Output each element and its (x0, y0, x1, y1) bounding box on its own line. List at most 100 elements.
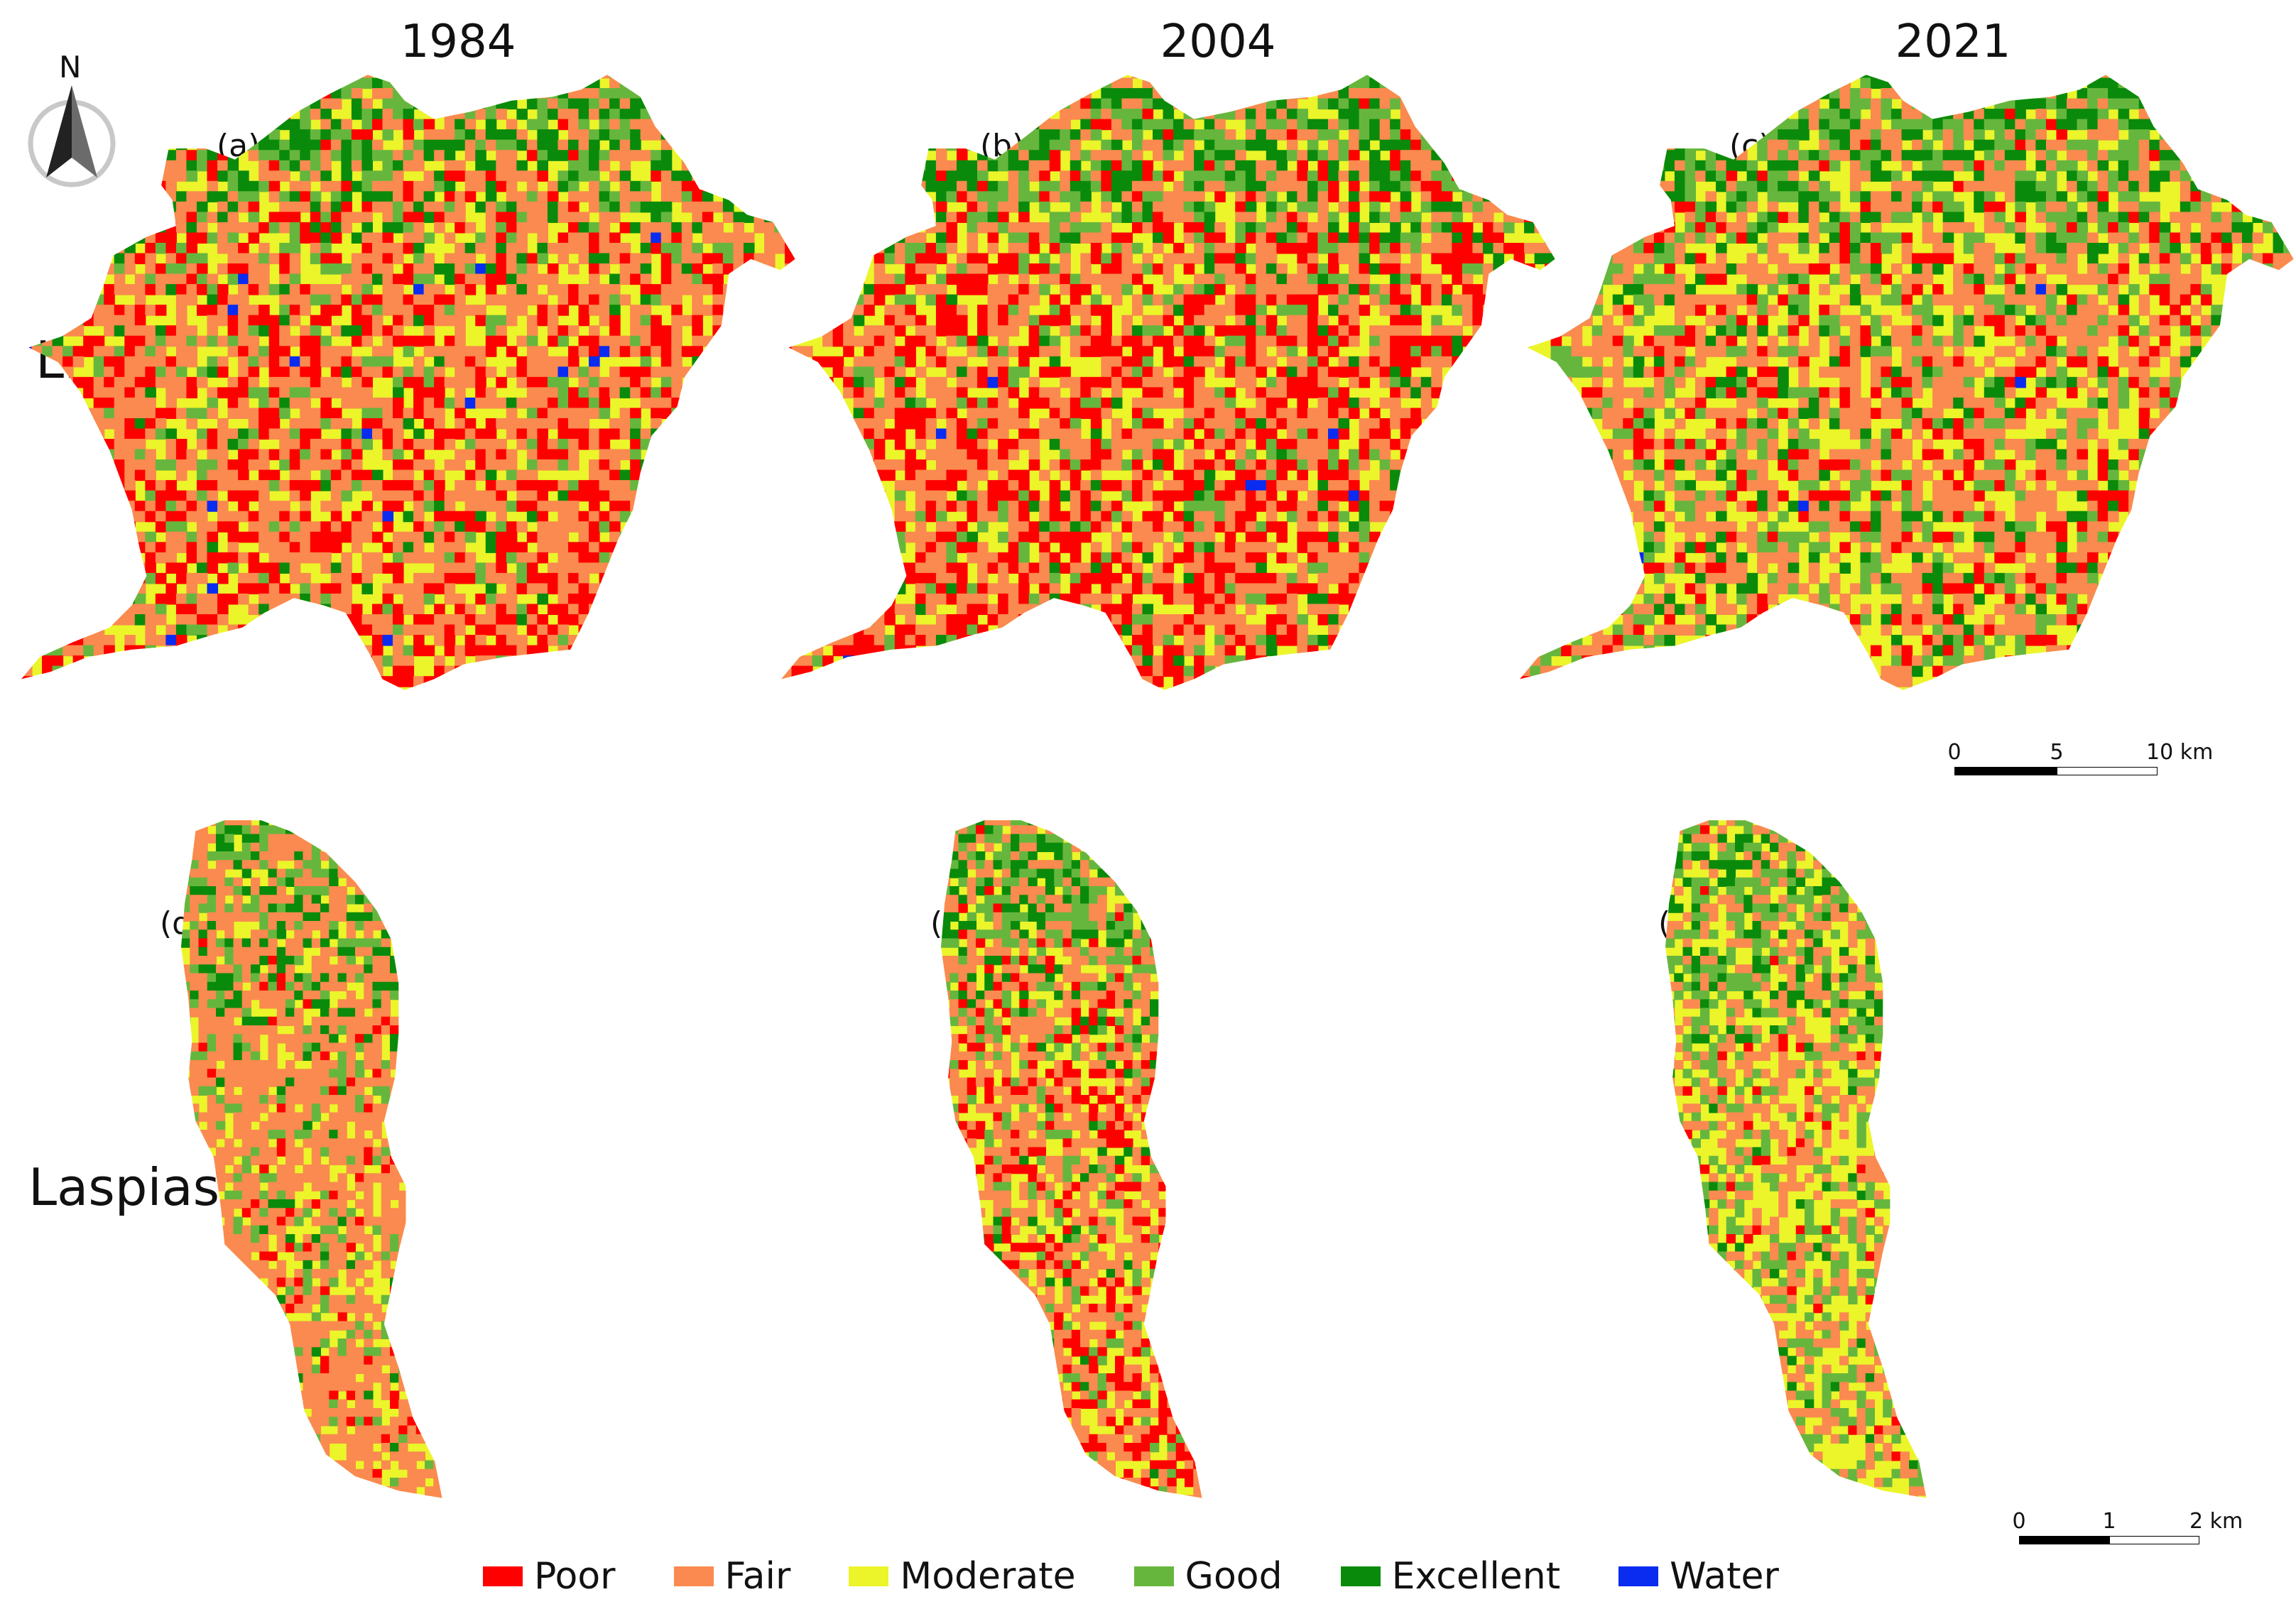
map-cell (516, 583, 528, 594)
map-cell (175, 75, 187, 79)
map-cell (93, 212, 105, 223)
map-cell (300, 676, 311, 687)
map-cell (589, 408, 600, 419)
map-cell (1173, 75, 1185, 79)
map-cell (279, 75, 290, 79)
map-cell (671, 346, 682, 357)
map-cell (1328, 139, 1339, 151)
map-cell (83, 387, 94, 398)
map-cell (434, 521, 445, 533)
map-cell (526, 387, 538, 398)
map-cell (998, 77, 1009, 89)
map-cell (485, 562, 497, 574)
map-cell (1245, 191, 1257, 202)
map-cell (134, 387, 146, 398)
map-cell (485, 439, 497, 450)
map-cell (496, 212, 507, 223)
map-cell (134, 98, 146, 110)
map-cell (1400, 170, 1412, 182)
map-cell (403, 480, 415, 491)
map-cell (1400, 191, 1412, 202)
map-cell (1028, 191, 1040, 202)
map-cell (186, 593, 198, 605)
map-cell (1131, 88, 1143, 99)
map-cell (464, 572, 477, 584)
map-cell (1286, 212, 1298, 223)
map-cell (660, 150, 673, 161)
map-cell (722, 305, 734, 316)
map-cell (915, 263, 927, 275)
map-cell (83, 583, 94, 594)
map-cell (506, 253, 518, 265)
map-cell (423, 284, 435, 295)
map-cell (31, 635, 43, 646)
map-cell (93, 346, 105, 357)
map-cell (702, 75, 714, 79)
map-cell (1441, 119, 1453, 131)
map-cell (485, 572, 497, 584)
map-cell (987, 191, 999, 202)
map-cell (733, 562, 745, 574)
map-cell (1194, 98, 1205, 110)
map-cell (1049, 139, 1061, 151)
map-cell (114, 428, 126, 440)
map-cell (712, 501, 724, 512)
map-cell (62, 315, 74, 327)
map-cell (72, 665, 85, 677)
map-cell (506, 294, 518, 306)
map-cell (21, 119, 33, 131)
map-cell (915, 119, 927, 131)
map-cell (743, 88, 755, 99)
map-cell (537, 480, 548, 491)
map-cell (413, 284, 425, 295)
map-cell (1194, 232, 1205, 244)
map-cell (660, 88, 673, 99)
map-cell (692, 284, 703, 295)
map-cell (987, 109, 999, 120)
map-cell (393, 501, 404, 512)
map-cell (145, 490, 156, 502)
map-cell (791, 273, 803, 285)
map-cell (186, 542, 198, 553)
map-cell (351, 645, 363, 657)
map-cell (743, 232, 755, 244)
map-cell (475, 88, 486, 99)
map-cell (589, 284, 600, 295)
map-cell (660, 552, 673, 564)
map-cell (1431, 212, 1442, 223)
map-cell (537, 212, 548, 223)
map-cell (1183, 191, 1195, 202)
map-cell (1379, 263, 1391, 275)
map-cell (1080, 273, 1092, 285)
map-cell (1080, 150, 1092, 161)
map-cell (330, 542, 342, 553)
map-cell (134, 676, 146, 687)
map-cell (1101, 109, 1112, 120)
map-cell (186, 242, 198, 254)
map-cell (589, 645, 600, 657)
map-cell (547, 129, 559, 141)
map-cell (289, 88, 301, 99)
map-cell (1379, 232, 1391, 244)
map-cell (774, 242, 786, 254)
map-cell (248, 139, 260, 151)
map-cell (987, 242, 999, 254)
map-cell (1462, 263, 1474, 275)
map-cell (464, 418, 477, 430)
map-cell (289, 284, 301, 295)
map-cell (300, 284, 311, 295)
map-cell (526, 583, 538, 594)
map-cell (802, 201, 813, 213)
map-cell (382, 263, 394, 275)
map-cell (42, 273, 53, 285)
map-cell (712, 232, 724, 244)
map-cell (227, 170, 239, 182)
map-cell (341, 655, 352, 667)
map-cell (393, 645, 404, 657)
map-cell (145, 335, 156, 347)
map-cell (268, 469, 281, 481)
map-cell (692, 170, 703, 182)
map-cell (93, 572, 105, 584)
map-cell (722, 263, 734, 275)
map-cell (998, 88, 1009, 99)
